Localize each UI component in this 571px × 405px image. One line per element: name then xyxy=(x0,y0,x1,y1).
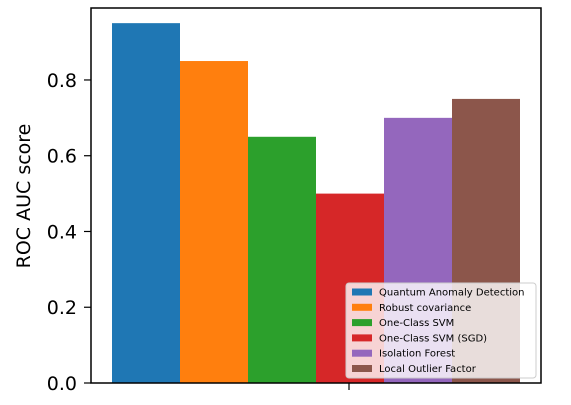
bar-1 xyxy=(112,23,180,383)
legend: Quantum Anomaly Detection Robust covarian… xyxy=(345,282,537,379)
legend-label: Quantum Anomaly Detection xyxy=(379,288,524,299)
y-tick-label: 0.4 xyxy=(47,221,77,243)
legend-swatch xyxy=(352,334,372,342)
legend-swatch xyxy=(352,349,372,357)
plot-frame xyxy=(90,7,542,384)
legend-label: Local Outlier Factor xyxy=(379,364,477,375)
y-axis: 0.0 0.2 0.4 0.6 0.8 xyxy=(47,70,91,395)
y-tick-label: 0.6 xyxy=(47,146,77,168)
legend-label: Isolation Forest xyxy=(379,349,455,360)
y-tick-label: 0.8 xyxy=(47,70,77,92)
legend-swatch xyxy=(352,365,372,372)
legend-label: One-Class SVM (SGD) xyxy=(379,333,487,344)
legend-swatch xyxy=(352,303,372,311)
y-axis-label: ROC AUC score xyxy=(13,124,35,269)
legend-swatch xyxy=(352,319,372,327)
legend-box xyxy=(345,282,537,379)
y-tick-label: 0.0 xyxy=(47,373,77,395)
legend-label: Robust covariance xyxy=(379,303,471,314)
legend-label: One-Class SVM xyxy=(379,318,454,329)
y-tick-label: 0.2 xyxy=(47,297,77,319)
legend-swatch xyxy=(352,288,372,296)
bar-2 xyxy=(180,61,248,383)
bar-3 xyxy=(248,136,316,383)
